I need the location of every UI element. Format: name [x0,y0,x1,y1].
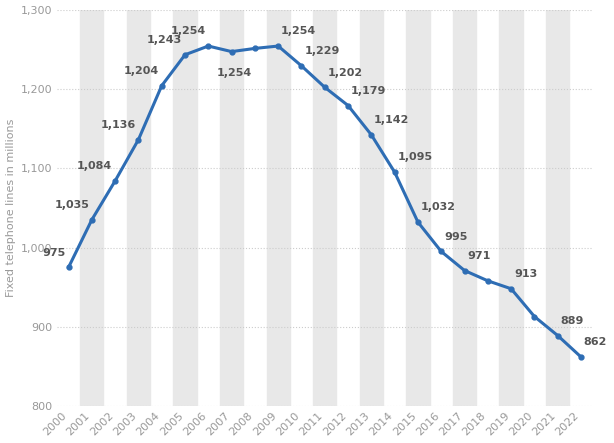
Text: 1,254: 1,254 [170,26,206,36]
Text: 1,084: 1,084 [77,161,112,171]
Bar [173,10,196,406]
Bar [266,10,290,406]
Text: 889: 889 [561,316,584,326]
Text: 862: 862 [584,337,607,347]
Text: 1,204: 1,204 [123,66,159,76]
Bar [126,10,150,406]
Y-axis label: Fixed telephone lines in millions: Fixed telephone lines in millions [6,119,15,297]
Bar [80,10,104,406]
Bar [360,10,383,406]
Bar [220,10,243,406]
Text: 1,136: 1,136 [101,120,136,130]
Text: 1,243: 1,243 [147,35,182,45]
Text: 971: 971 [467,251,491,261]
Text: 1,254: 1,254 [281,26,316,36]
Bar [406,10,430,406]
Text: 1,035: 1,035 [54,200,89,210]
Text: 1,142: 1,142 [374,115,410,125]
Text: 1,254: 1,254 [217,68,252,78]
Text: 913: 913 [514,269,537,279]
Bar [499,10,523,406]
Bar [546,10,569,406]
Text: 1,229: 1,229 [305,46,340,56]
Text: 1,032: 1,032 [421,202,456,212]
Bar [453,10,476,406]
Text: 1,202: 1,202 [327,68,363,78]
Text: 1,179: 1,179 [351,86,386,96]
Text: 1,095: 1,095 [397,152,432,163]
Text: 995: 995 [444,232,467,242]
Text: 975: 975 [42,248,66,258]
Bar [313,10,336,406]
